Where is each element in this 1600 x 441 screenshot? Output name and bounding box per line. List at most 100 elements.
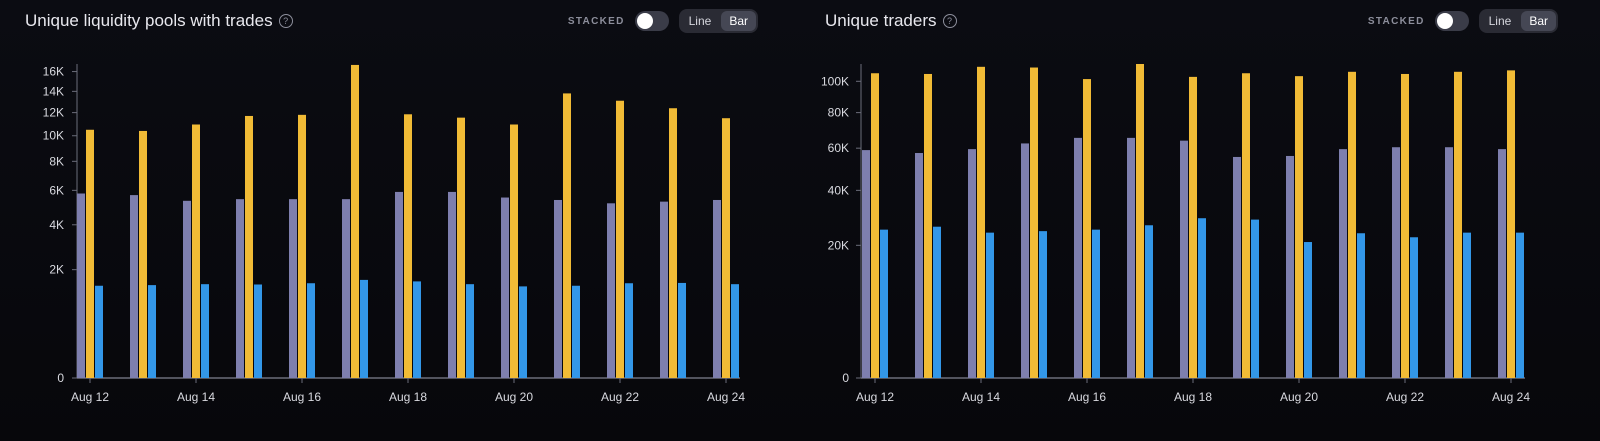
y-tick-label: 4K [49,218,64,232]
bar[interactable] [1189,76,1197,378]
bar[interactable] [307,283,315,378]
bar[interactable] [201,284,209,378]
bar[interactable] [404,114,412,378]
bar[interactable] [466,284,474,378]
y-tick-label: 0 [842,371,849,385]
y-tick-label: 10K [43,129,64,143]
stacked-toggle[interactable] [634,11,669,31]
bar[interactable] [501,197,509,378]
bar[interactable] [669,108,677,378]
bar[interactable] [448,191,456,378]
bar[interactable] [1463,232,1471,378]
bar[interactable] [563,93,571,378]
bar[interactable] [924,73,932,378]
bar[interactable] [731,284,739,378]
bar[interactable] [1507,70,1515,378]
bar[interactable] [148,285,156,378]
bar[interactable] [1357,233,1365,378]
bar[interactable] [342,199,350,378]
bar[interactable] [1198,218,1206,378]
x-tick-label: Aug 22 [1386,390,1424,404]
bar[interactable] [86,129,94,378]
bar[interactable] [519,286,527,378]
bar[interactable] [360,279,368,378]
bar[interactable] [977,66,985,379]
bar[interactable] [1127,137,1135,378]
bar[interactable] [1304,242,1312,378]
bar-button[interactable]: Bar [721,11,756,31]
bar[interactable] [1392,147,1400,378]
bar[interactable] [713,199,721,378]
bar[interactable] [1454,71,1462,378]
bar[interactable] [457,117,465,378]
bar[interactable] [554,199,562,378]
bar[interactable] [1348,71,1356,378]
bar[interactable] [395,191,403,378]
bar[interactable] [862,150,870,378]
bar[interactable] [968,149,976,378]
bar[interactable] [254,284,262,378]
bar[interactable] [1339,149,1347,378]
line-button[interactable]: Line [1488,14,1512,28]
bar[interactable] [1498,149,1506,378]
bar[interactable] [236,199,244,378]
bar[interactable] [1251,219,1259,378]
bar[interactable] [413,281,421,378]
bar[interactable] [986,232,994,378]
bar[interactable] [95,285,103,378]
help-icon[interactable]: ? [278,14,293,28]
bar[interactable] [1092,229,1100,378]
x-tick-label: Aug 20 [1280,390,1318,404]
bar[interactable] [1233,156,1241,378]
y-tick-label: 6K [49,183,64,197]
bar[interactable] [607,203,615,378]
bar[interactable] [1136,64,1144,378]
line-button[interactable]: Line [688,14,712,28]
bar[interactable] [139,130,147,378]
bar[interactable] [130,195,138,378]
chart-panel-traders: Unique traders ? STACKED Line Bar 0 20K 40… [800,0,1580,441]
bar[interactable] [1145,225,1153,378]
bar[interactable] [77,193,85,378]
bar[interactable] [183,200,191,378]
bar[interactable] [871,73,879,378]
bar[interactable] [660,201,668,378]
bar[interactable] [1410,237,1418,378]
bar[interactable] [678,282,686,378]
bar[interactable] [933,226,941,378]
bar[interactable] [625,283,633,378]
x-tick-label: Aug 14 [962,390,1000,404]
bar-button[interactable]: Bar [1521,11,1556,31]
bar[interactable] [510,124,518,378]
y-tick-label: 8K [49,154,64,168]
bar[interactable] [1083,79,1091,378]
y-tick-label: 100K [821,74,849,88]
bar[interactable] [1039,231,1047,378]
bar[interactable] [1021,143,1029,378]
y-tick-label: 80K [828,106,849,120]
bar[interactable] [351,64,359,379]
x-tick-label: Aug 24 [1492,390,1530,404]
bar[interactable] [915,153,923,378]
bar[interactable] [616,100,624,378]
bar[interactable] [880,229,888,378]
bar[interactable] [722,118,730,378]
bar[interactable] [1180,140,1188,378]
chart-type-switch: Line Bar [678,9,758,33]
bar[interactable] [572,285,580,378]
bar[interactable] [1295,76,1303,378]
bar[interactable] [192,124,200,378]
bar[interactable] [1286,155,1294,378]
bar[interactable] [1516,232,1524,378]
bar[interactable] [1401,73,1409,378]
x-tick-label: Aug 18 [1174,390,1212,404]
bar[interactable] [1242,73,1250,378]
bar[interactable] [1074,137,1082,378]
help-icon[interactable]: ? [942,14,957,28]
stacked-toggle[interactable] [1434,11,1469,31]
bar[interactable] [1030,67,1038,379]
bar[interactable] [245,115,253,379]
bar[interactable] [298,114,306,378]
bar[interactable] [289,199,297,378]
bar[interactable] [1445,147,1453,378]
